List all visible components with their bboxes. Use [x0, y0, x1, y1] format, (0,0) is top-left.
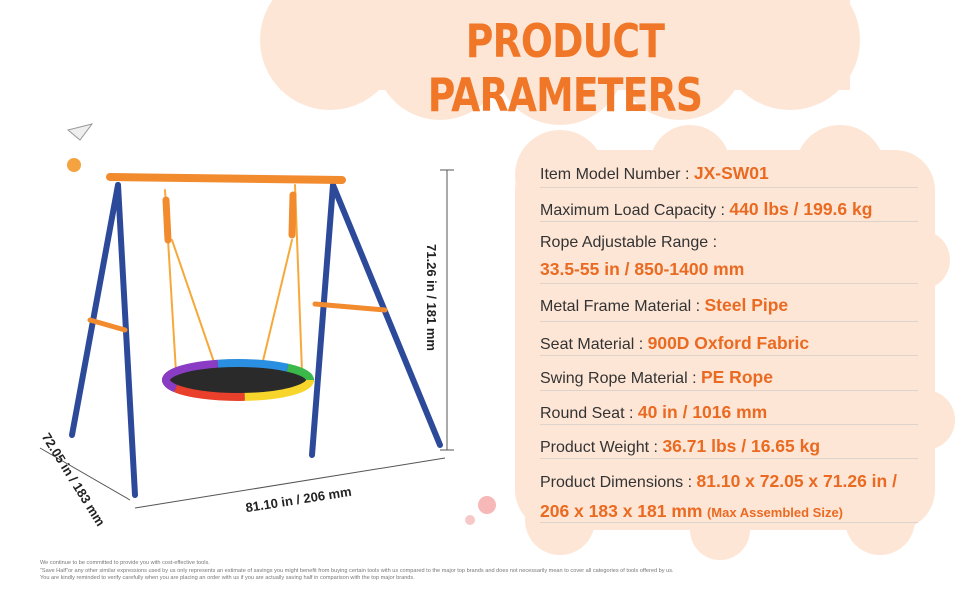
spec-value: 40 in / 1016 mm	[637, 402, 768, 422]
spec-list: Item Model Number : JX-SW01 Maximum Load…	[540, 152, 918, 523]
title: PRODUCT PARAMETERS	[427, 14, 703, 122]
spec-value: 440 lbs / 199.6 kg	[729, 199, 873, 219]
swing-seat	[162, 359, 314, 401]
spec-row: Metal Frame Material : Steel Pipe	[540, 284, 918, 322]
spec-label: Swing Rope Material :	[540, 370, 697, 387]
spec-note: (Max Assembled Size)	[706, 505, 844, 520]
disclaimer-line: You are kindly reminded to verify carefu…	[40, 575, 415, 581]
title-cloud	[260, 0, 860, 125]
spec-label: Product Dimensions :	[540, 474, 693, 491]
spec-row: Product Dimensions : 81.10 x 72.05 x 71.…	[540, 459, 918, 523]
dimension-lines	[39, 169, 454, 509]
spec-label: Rope Adjustable Range :	[540, 234, 718, 251]
spec-label: Product Weight :	[540, 439, 658, 456]
spec-value: PE Rope	[700, 367, 773, 387]
spec-label: Seat Material :	[540, 336, 644, 353]
swing-frame	[69, 173, 443, 498]
spec-row: Product Weight : 36.71 lbs / 16.65 kg	[540, 425, 918, 459]
decor	[66, 123, 496, 525]
spec-label: Metal Frame Material :	[540, 298, 701, 315]
spec-value: 900D Oxford Fabric	[647, 333, 810, 353]
spec-row: Item Model Number : JX-SW01	[540, 152, 918, 188]
spec-value: 36.71 lbs / 16.65 kg	[662, 436, 821, 456]
spec-label: Round Seat :	[540, 405, 634, 422]
spec-row: Maximum Load Capacity : 440 lbs / 199.6 …	[540, 188, 918, 222]
spec-value: Steel Pipe	[704, 295, 789, 315]
disclaimer-line: “Save Half”or any other similar expressi…	[40, 567, 674, 574]
disclaimer-line: We continue to be committed to provide y…	[40, 560, 210, 566]
height-label: 71.26 in / 181 mm	[423, 244, 439, 351]
spec-label: Maximum Load Capacity :	[540, 202, 725, 219]
spec-value: 81.10 x 72.05 x 71.26 in / 206 x 183 x 1…	[540, 471, 897, 521]
spec-row: Round Seat : 40 in / 1016 mm	[540, 391, 918, 425]
spec-cloud	[515, 125, 955, 560]
disclaimer: We continue to be committed to provide y…	[40, 560, 674, 583]
spec-row: Seat Material : 900D Oxford Fabric	[540, 322, 918, 356]
spec-row: Swing Rope Material : PE Rope	[540, 356, 918, 391]
spec-value: JX-SW01	[693, 163, 769, 183]
spec-value: 33.5-55 in / 850-1400 mm	[540, 259, 745, 279]
spec-label: Item Model Number :	[540, 166, 690, 183]
spec-row: Rope Adjustable Range : 33.5-55 in / 850-…	[540, 222, 918, 284]
